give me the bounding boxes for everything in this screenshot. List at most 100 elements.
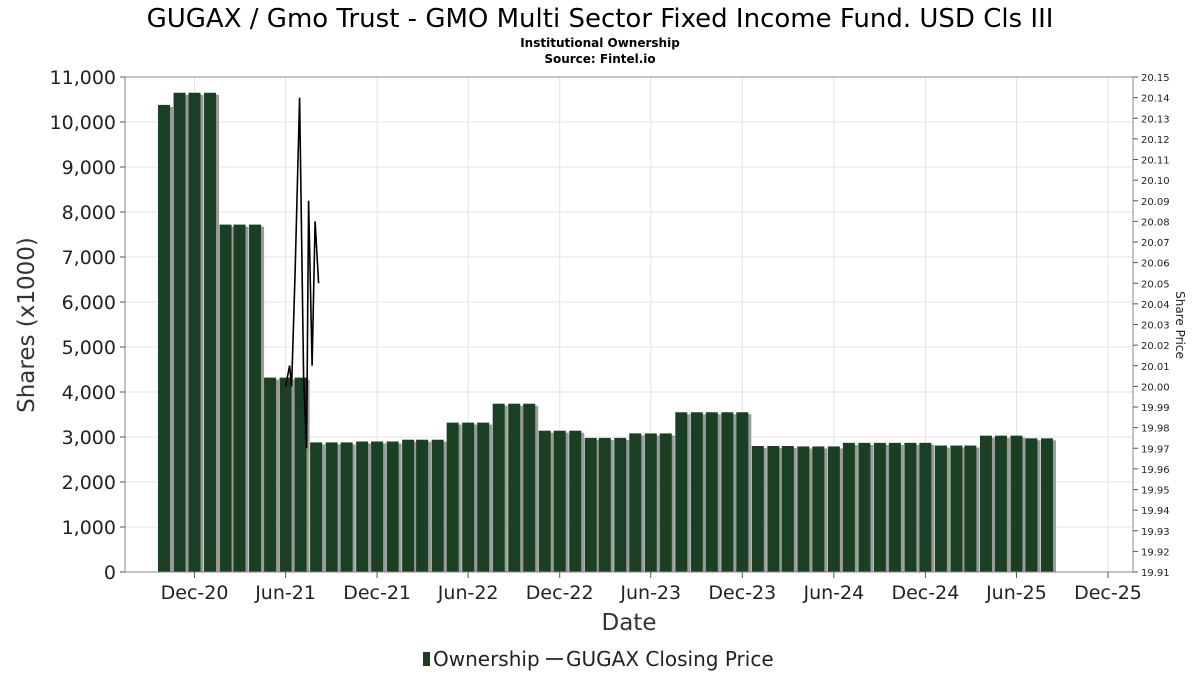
y2-tick-label: 20.13 — [1141, 114, 1170, 125]
x-tick-label: Dec-21 — [343, 582, 411, 604]
ownership-bar — [598, 437, 611, 572]
y-tick-label: 7,000 — [62, 247, 116, 269]
ownership-bar — [873, 442, 886, 572]
ownership-bar — [751, 446, 764, 572]
ownership-bar — [950, 445, 963, 572]
y2-tick-label: 20.06 — [1141, 259, 1170, 270]
ownership-bars — [158, 92, 1056, 573]
x-tick-label: Dec-25 — [1074, 582, 1142, 604]
ownership-bar — [508, 403, 521, 572]
y2-tick-label: 19.93 — [1141, 527, 1170, 538]
x-tick-label: Jun-21 — [254, 582, 316, 604]
ownership-bar — [1010, 435, 1023, 572]
ownership-bar — [371, 441, 384, 572]
ownership-bar — [584, 437, 597, 572]
ownership-bar — [264, 377, 277, 572]
ownership-bar — [721, 412, 734, 572]
y2-tick-label: 20.01 — [1141, 362, 1170, 373]
price-line-group — [284, 97, 320, 449]
x-tick-label: Jun-24 — [802, 582, 864, 604]
y-tick-label: 4,000 — [62, 382, 116, 404]
ownership-bar — [675, 412, 688, 572]
y2-tick-label: 19.94 — [1141, 506, 1170, 517]
y2-tick-label: 20.07 — [1141, 238, 1170, 249]
y-axis-ticks: 0 1,000 2,000 3,000 4,000 5,000 6,000 7,000 8,00… — [50, 67, 125, 584]
x-tick-label: Jun-23 — [619, 582, 681, 604]
ownership-bar — [553, 430, 566, 572]
y2-tick-label: 20.09 — [1141, 197, 1170, 208]
ownership-bar — [386, 441, 399, 572]
ownership-bar — [219, 224, 232, 572]
y2-axis-ticks: 19.91 19.92 19.93 19.94 19.95 19.96 19.97 19.98… — [1133, 73, 1170, 579]
ownership-bar — [994, 435, 1007, 572]
legend-ownership-swatch — [423, 652, 430, 666]
ownership-bar — [402, 439, 415, 572]
x-tick-label: Dec-22 — [526, 582, 594, 604]
price-line — [284, 97, 320, 449]
chart-subtitle-ownership: Institutional Ownership — [520, 36, 680, 50]
x-tick-label: Jun-22 — [437, 582, 499, 604]
ownership-bar — [1025, 438, 1038, 572]
chart-title: GUGAX / Gmo Trust - GMO Multi Sector Fix… — [147, 4, 1054, 34]
y-tick-label: 8,000 — [62, 202, 116, 224]
y-tick-label: 6,000 — [62, 292, 116, 314]
ownership-bar — [797, 446, 810, 572]
legend: Ownership GUGAX Closing Price — [423, 647, 774, 671]
ownership-bar — [736, 412, 749, 572]
y2-tick-label: 19.99 — [1141, 403, 1170, 414]
y-tick-label: 0 — [104, 562, 116, 584]
y-tick-label: 5,000 — [62, 337, 116, 359]
y2-tick-label: 20.11 — [1141, 156, 1170, 167]
y2-axis-label: Share Price — [1173, 291, 1187, 359]
ownership-bar — [446, 422, 459, 572]
ownership-bar — [462, 422, 475, 572]
ownership-bar — [416, 439, 429, 572]
x-tick-label: Dec-20 — [161, 582, 229, 604]
ownership-bar — [644, 433, 657, 572]
ownership-bar — [477, 422, 490, 572]
ownership-bar — [204, 92, 217, 572]
x-tick-label: Dec-23 — [708, 582, 776, 604]
ownership-bar — [964, 445, 977, 572]
ownership-bar — [492, 403, 505, 572]
ownership-bar — [340, 442, 353, 572]
y-tick-label: 10,000 — [50, 112, 116, 134]
ownership-bar — [767, 446, 780, 572]
y2-tick-label: 20.14 — [1141, 94, 1170, 105]
y2-tick-label: 20.05 — [1141, 279, 1170, 290]
ownership-bar — [249, 224, 262, 572]
ownership-bar — [827, 446, 840, 572]
ownership-bar — [614, 437, 627, 572]
ownership-bar — [705, 412, 718, 572]
y2-tick-label: 19.92 — [1141, 547, 1170, 558]
y2-tick-label: 20.02 — [1141, 341, 1170, 352]
y-tick-label: 1,000 — [62, 517, 116, 539]
y2-tick-label: 19.95 — [1141, 486, 1170, 497]
ownership-bar — [523, 403, 536, 572]
legend-ownership-label: Ownership — [433, 647, 540, 671]
y2-tick-label: 19.97 — [1141, 444, 1170, 455]
chart-subtitle-source: Source: Fintel.io — [544, 52, 655, 66]
ownership-bar — [1040, 438, 1053, 572]
ownership-bar — [325, 442, 338, 572]
ownership-bar — [934, 445, 947, 572]
ownership-bar — [888, 442, 901, 572]
ownership-bar — [294, 377, 307, 572]
ownership-bar — [690, 412, 703, 572]
y2-tick-label: 20.03 — [1141, 321, 1170, 332]
y-tick-label: 11,000 — [50, 67, 116, 89]
y2-tick-label: 19.96 — [1141, 465, 1170, 476]
y2-tick-label: 20.08 — [1141, 217, 1170, 228]
ownership-bar — [842, 442, 855, 572]
y2-tick-label: 20.00 — [1141, 382, 1170, 393]
y-tick-label: 9,000 — [62, 157, 116, 179]
ownership-bar — [979, 435, 992, 572]
y2-tick-label: 19.91 — [1141, 568, 1170, 579]
x-tick-label: Dec-24 — [891, 582, 959, 604]
x-axis-ticks: Dec-20 Jun-21 Dec-21 Jun-22 Dec-22 Jun-23 Dec-… — [161, 572, 1142, 604]
legend-price-label: GUGAX Closing Price — [566, 647, 774, 671]
ownership-bar — [858, 442, 871, 572]
ownership-bar — [538, 430, 551, 572]
ownership-bar — [812, 446, 825, 572]
ownership-bar — [781, 446, 794, 572]
